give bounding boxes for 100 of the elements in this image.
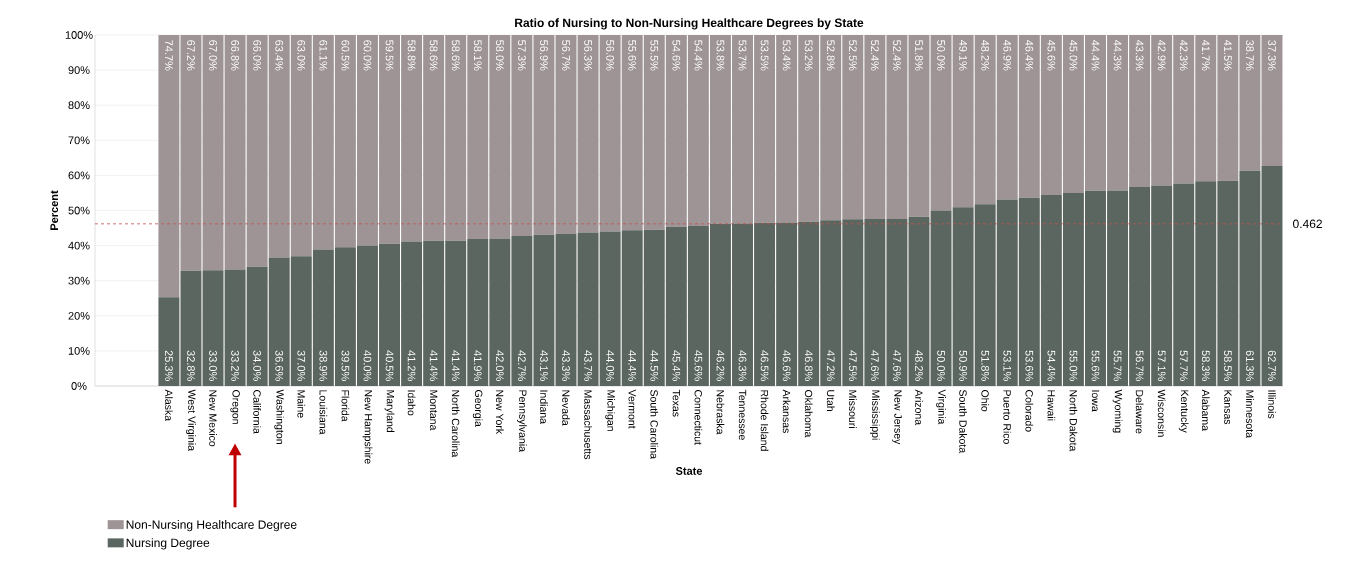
data-label: 42.0%	[495, 350, 504, 381]
data-label: 38.7%	[1246, 40, 1254, 71]
data-label: 50.9%	[959, 350, 967, 381]
data-label: 47.5%	[848, 350, 857, 381]
data-label: 67.2%	[187, 40, 195, 71]
data-label: 43.1%	[540, 350, 548, 381]
x-tick-label: Alabama	[1201, 389, 1210, 431]
data-label: 53.4%	[782, 40, 791, 71]
x-tick-label: Massachusetts	[584, 390, 592, 460]
data-label: 43.7%	[584, 350, 592, 381]
data-label: 53.8%	[716, 40, 725, 71]
legend-label: Non-Nursing Healthcare Degree	[126, 520, 297, 532]
x-tick-label: North Carolina	[451, 390, 460, 458]
x-tick-label: Puerto Rico	[1003, 390, 1012, 444]
data-label: 60.5%	[341, 40, 350, 71]
x-tick-label: West Virginia	[186, 389, 196, 451]
data-label: 46.8%	[804, 350, 813, 381]
data-label: 58.3%	[1201, 350, 1210, 381]
data-label: 53.1%	[1003, 350, 1012, 381]
x-tick-label: Iowa	[1091, 390, 1100, 412]
data-label: 61.3%	[1246, 350, 1254, 381]
x-axis-title: State	[675, 467, 703, 475]
bar	[908, 35, 930, 217]
data-label: 52.4%	[870, 40, 879, 71]
x-tick-label: Nebraska	[716, 390, 725, 435]
x-tick-label: Montana	[429, 390, 438, 431]
data-label: 37.0%	[297, 350, 306, 381]
data-label: 67.0%	[209, 40, 217, 71]
data-label: 54.6%	[672, 40, 681, 71]
data-label: 43.3%	[562, 350, 570, 381]
data-label: 33.2%	[231, 350, 239, 381]
bar	[908, 216, 930, 386]
x-tick-label: Delaware	[1135, 390, 1144, 434]
y-tick-label: 100%	[65, 31, 93, 39]
data-label: 58.5%	[1223, 350, 1232, 381]
x-tick-label: Kansas	[1224, 390, 1232, 425]
data-label: 41.5%	[1223, 39, 1232, 71]
y-tick-label: 70%	[68, 136, 90, 145]
data-label: 51.8%	[981, 350, 990, 381]
data-label: 54.4%	[1047, 350, 1056, 381]
data-label: 47.6%	[870, 350, 879, 381]
data-label: 41.4%	[451, 350, 460, 381]
data-label: 44.4%	[1091, 39, 1100, 71]
data-label: 60.0%	[363, 40, 372, 71]
x-tick-label: Minnesota	[1246, 390, 1254, 438]
data-label: 41.7%	[1201, 39, 1210, 71]
x-tick-label: North Dakota	[1069, 390, 1078, 452]
y-tick-label: 50%	[68, 206, 90, 215]
data-label: 33.0%	[209, 350, 217, 381]
x-tick-label: Illinois	[1268, 390, 1276, 419]
data-label: 56.9%	[540, 40, 548, 71]
y-tick-label: 90%	[68, 66, 90, 74]
data-label: 41.2%	[407, 350, 416, 381]
x-tick-label: South Carolina	[650, 390, 659, 459]
data-label: 48.2%	[981, 39, 990, 71]
data-label: 46.5%	[760, 350, 769, 381]
data-label: 57.1%	[1157, 350, 1166, 381]
y-tick-label: 0%	[71, 382, 87, 390]
x-tick-label: Idaho	[407, 390, 416, 416]
x-tick-label: Connecticut	[694, 390, 703, 445]
x-tick-label: New York	[495, 390, 504, 435]
x-tick-label: Nevada	[562, 390, 570, 426]
x-tick-label: Colorado	[1025, 390, 1034, 432]
x-tick-label: South Dakota	[959, 390, 967, 454]
x-tick-label: Wyoming	[1112, 389, 1123, 433]
data-label: 46.9%	[1003, 39, 1012, 71]
data-label: 63.4%	[275, 40, 284, 71]
data-label: 53.6%	[1025, 350, 1034, 381]
data-label: 54.4%	[694, 40, 703, 71]
data-label: 45.6%	[694, 350, 703, 381]
x-tick-label: Indiana	[540, 390, 548, 424]
x-tick-label: Arkansas	[782, 389, 791, 433]
data-label: 38.9%	[319, 350, 328, 381]
x-tick-label: New Mexico	[209, 390, 217, 447]
x-tick-label: New Hampshire	[362, 390, 373, 464]
data-label: 39.5%	[341, 350, 350, 381]
x-tick-label: Oregon	[230, 390, 240, 424]
x-tick-label: Arizona	[915, 389, 923, 426]
data-label: 58.0%	[495, 40, 504, 71]
data-label: 41.9%	[473, 350, 482, 381]
y-tick-label: 20%	[68, 311, 90, 320]
data-label: 66.8%	[231, 40, 239, 71]
x-tick-label: California	[253, 390, 262, 434]
data-label: 50.0%	[937, 40, 945, 71]
data-label: 32.8%	[187, 350, 195, 381]
chart-title: Ratio of Nursing to Non-Nursing Healthcare Degrees by State	[515, 18, 864, 30]
data-label: 42.3%	[1179, 39, 1188, 71]
data-label: 47.6%	[893, 350, 901, 381]
data-label: 45.6%	[1047, 39, 1056, 71]
x-tick-label: Wisconsin	[1157, 389, 1166, 437]
x-tick-label: Pennsylvania	[517, 390, 527, 452]
x-tick-label: Georgia	[472, 390, 483, 427]
data-label: 66.0%	[253, 40, 262, 71]
y-tick-label: 60%	[68, 171, 90, 180]
y-tick-label: 30%	[68, 276, 90, 285]
data-label: 53.7%	[738, 40, 747, 71]
data-label: 43.3%	[1135, 39, 1144, 71]
data-label: 46.2%	[716, 350, 725, 381]
legend-label: Nursing Degree	[126, 538, 210, 550]
x-tick-label: Michigan	[605, 390, 616, 431]
